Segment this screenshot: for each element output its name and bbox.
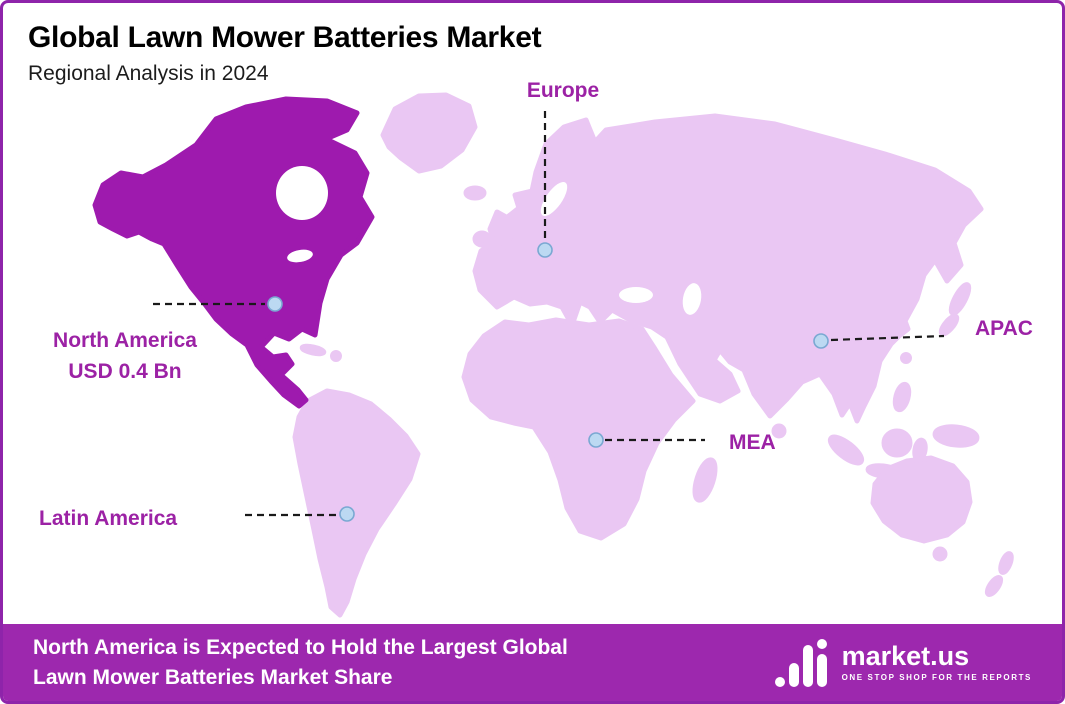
brand-name: market.us	[841, 641, 970, 671]
region-label-mea: MEA	[729, 431, 776, 454]
continent-eurasia	[472, 113, 984, 424]
region-label-latin-america: Latin America	[39, 507, 178, 530]
continent-south-america	[292, 388, 421, 618]
region-label-apac: APAC	[975, 317, 1033, 340]
island-sumatra	[827, 434, 865, 466]
marketus-logo-icon	[774, 638, 827, 687]
marker-latin-america	[339, 506, 355, 522]
footer-caption-line2: Lawn Mower Batteries Market Share	[33, 665, 393, 689]
marker-apac	[813, 333, 829, 349]
brand: market.us ONE STOP SHOP FOR THE REPORTS	[774, 637, 1032, 689]
island-madagascar	[692, 457, 718, 503]
region-label-north-america-name: North America	[53, 329, 197, 352]
footer-caption: North America is Expected to Hold the La…	[33, 633, 568, 693]
island-taiwan	[900, 352, 912, 364]
world-map	[92, 92, 1014, 618]
marker-north-america	[267, 296, 283, 312]
marker-europe	[537, 242, 553, 258]
marker-mea	[588, 432, 604, 448]
page-title: Global Lawn Mower Batteries Market	[28, 21, 542, 54]
footer-banner: North America is Expected to Hold the La…	[3, 624, 1062, 701]
header: Global Lawn Mower Batteries Market Regio…	[28, 21, 542, 86]
baltic-sea	[540, 181, 568, 217]
island-hispaniola	[330, 350, 342, 362]
region-label-north-america: North America USD 0.4 Bn	[19, 325, 231, 387]
continent-africa	[461, 317, 696, 541]
island-tasmania	[932, 546, 948, 562]
island-iceland	[463, 185, 487, 201]
continent-greenland	[380, 92, 478, 174]
island-japan-south	[938, 313, 960, 337]
island-new-zealand-south	[984, 574, 1004, 598]
island-philippines	[892, 381, 912, 413]
page-subtitle: Regional Analysis in 2024	[28, 62, 269, 85]
island-sri-lanka	[771, 423, 787, 439]
brand-tagline: ONE STOP SHOP FOR THE REPORTS	[841, 673, 1032, 682]
island-borneo	[881, 428, 913, 458]
footer-caption-line1: North America is Expected to Hold the La…	[33, 635, 568, 659]
island-great-britain	[487, 209, 514, 252]
island-japan-north	[948, 282, 972, 316]
island-ireland	[472, 230, 492, 248]
region-label-europe: Europe	[526, 79, 600, 102]
leader-line-apac	[830, 334, 945, 342]
great-lakes	[287, 249, 313, 263]
caspian-sea	[682, 283, 702, 315]
brand-text-block: market.us ONE STOP SHOP FOR THE REPORTS	[841, 641, 1032, 683]
region-value-north-america: USD 0.4 Bn	[68, 360, 182, 383]
continent-australia	[870, 455, 973, 544]
black-sea	[619, 287, 653, 303]
island-new-zealand-north	[998, 551, 1014, 575]
island-cuba	[299, 343, 327, 357]
hudson-bay	[276, 166, 328, 220]
island-new-guinea	[932, 424, 980, 448]
